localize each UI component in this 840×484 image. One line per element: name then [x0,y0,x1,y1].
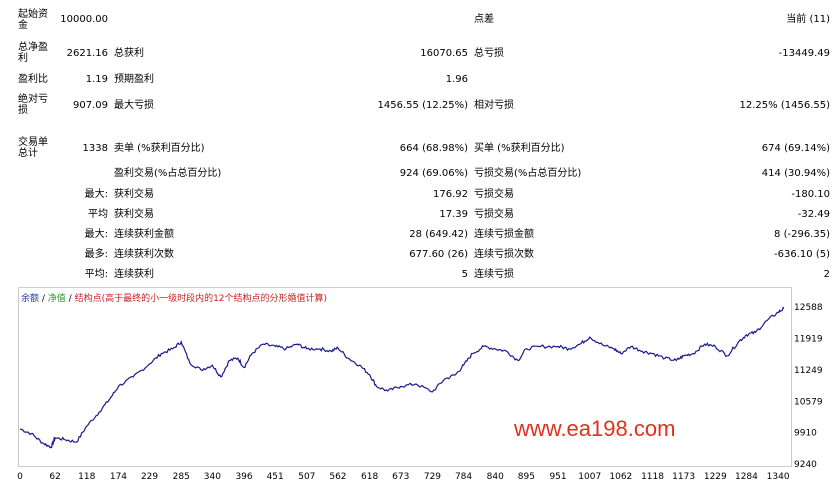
x-tick-label: 618 [361,472,378,482]
avg-consec-losses-value: 2 [823,269,830,280]
x-tick-label: 229 [141,472,158,482]
x-tick-label: 174 [110,472,127,482]
total-net-profit-value: 2621.16 [66,48,108,59]
profit-factor-label: 盈利比 [18,74,48,85]
loss-trades-value: 414 (30.94%) [761,168,830,179]
max-prefix: 最大: [84,229,108,240]
avg-loss-label: 亏损交易 [474,209,514,220]
profit-trades-value: 924 (69.06%) [399,168,468,179]
short-positions-label: 卖单 (%获利百分比) [114,143,205,154]
x-tick-label: 285 [173,472,190,482]
x-tick-label: 1062 [609,472,632,482]
x-tick-label: 673 [392,472,409,482]
legend-points: 结构点(高于最终的小一级时段内的12个结构点的分形婚值计算) [74,294,328,304]
x-tick-label: 118 [78,472,95,482]
profit-trades-label: 盈利交易(%占总百分比) [114,168,222,179]
x-tick-label: 451 [267,472,284,482]
legend-separator: / [65,294,75,304]
loss-trades-label: 亏损交易(%占总百分比) [474,168,582,179]
total-net-profit-label: 总净盈利 [18,42,48,64]
max-drawdown-value: 1456.55 (12.25%) [377,100,468,111]
abs-drawdown-label: 绝对亏损 [18,94,48,116]
avg-loss-value: -32.49 [797,209,830,220]
legend-separator: / [39,294,48,304]
x-tick-label: 0 [17,472,23,482]
initial-deposit-value: 10000.00 [60,14,108,25]
largest-loss-value: -180.10 [791,189,830,200]
avg-consec-wins-label: 连续获利 [114,269,154,280]
long-positions-label: 买单 (%获利百分比) [474,143,565,154]
avg-consec-wins-value: 5 [461,269,468,280]
profit-factor-value: 1.19 [85,74,108,85]
avg-profit-label: 获利交易 [114,209,154,220]
avg2-prefix: 平均: [84,269,108,280]
y-tick-label: 9910 [794,429,817,439]
x-tick-label: 1340 [767,472,790,482]
total-trades-value: 1338 [82,143,108,154]
average-prefix: 平均 [88,209,108,220]
balance-chart-frame [18,287,792,467]
x-tick-label: 895 [518,472,535,482]
gross-profit-label: 总获利 [114,48,144,59]
total-trades-label: 交易单总计 [18,137,48,159]
y-tick-label: 12588 [794,303,823,313]
x-tick-label: 507 [298,472,315,482]
x-tick-label: 1118 [641,472,664,482]
max-drawdown-label: 最大亏损 [114,100,154,111]
maximal-prefix: 最多: [84,249,108,260]
x-tick-label: 1007 [578,472,601,482]
max-consec-losses-value: 8 (-296.35) [774,229,830,240]
abs-drawdown-value: 907.09 [73,100,108,111]
y-tick-label: 11249 [794,366,823,376]
largest-loss-label: 亏损交易 [474,189,514,200]
x-tick-label: 840 [487,472,504,482]
x-tick-label: 729 [424,472,441,482]
x-tick-label: 340 [204,472,221,482]
x-tick-label: 1284 [735,472,758,482]
largest-prefix: 最大: [84,189,108,200]
x-tick-label: 1229 [704,472,727,482]
x-tick-label: 62 [49,472,60,482]
y-tick-label: 11919 [794,335,823,345]
max-consec-wins-value: 28 (649.42) [409,229,468,240]
rel-drawdown-value: 12.25% (1456.55) [739,100,830,111]
gross-loss-value: -13449.49 [778,48,830,59]
x-tick-label: 951 [549,472,566,482]
x-tick-label: 396 [235,472,252,482]
y-tick-label: 10579 [794,397,823,407]
legend-balance: 余额 [21,294,40,304]
initial-deposit-label: 起始资金 [18,9,48,31]
maximal-consec-loss-label: 连续亏损次数 [474,249,534,260]
max-consec-wins-label: 连续获利金额 [114,229,174,240]
spread-label: 点差 [474,14,494,25]
maximal-consec-profit-label: 连续获利次数 [114,249,174,260]
expected-payoff-value: 1.96 [445,74,468,85]
x-tick-label: 784 [455,472,472,482]
balance-line [19,306,785,449]
y-tick-label: 9240 [794,460,817,470]
short-positions-value: 664 (68.98%) [399,143,468,154]
largest-profit-label: 获利交易 [114,189,154,200]
spread-value: 当前 (11) [786,14,830,25]
long-positions-value: 674 (69.14%) [761,143,830,154]
avg-profit-value: 17.39 [439,209,468,220]
x-tick-label: 1173 [672,472,695,482]
max-consec-losses-label: 连续亏损金额 [474,229,534,240]
legend-equity: 净值 [47,294,66,304]
maximal-consec-loss-value: -636.10 (5) [774,249,830,260]
gross-profit-value: 16070.65 [420,48,468,59]
chart-legend: 余额 / 净值 / 结构点(高于最终的小一级时段内的12个结构点的分形婚值计算) [21,291,327,304]
gross-loss-label: 总亏损 [474,48,504,59]
largest-profit-value: 176.92 [433,189,468,200]
avg-consec-losses-label: 连续亏损 [474,269,514,280]
watermark-text: www.ea198.com [514,416,676,441]
x-tick-label: 562 [329,472,346,482]
rel-drawdown-label: 相对亏损 [474,100,514,111]
expected-payoff-label: 预期盈利 [114,74,154,85]
maximal-consec-profit-value: 677.60 (26) [409,249,468,260]
